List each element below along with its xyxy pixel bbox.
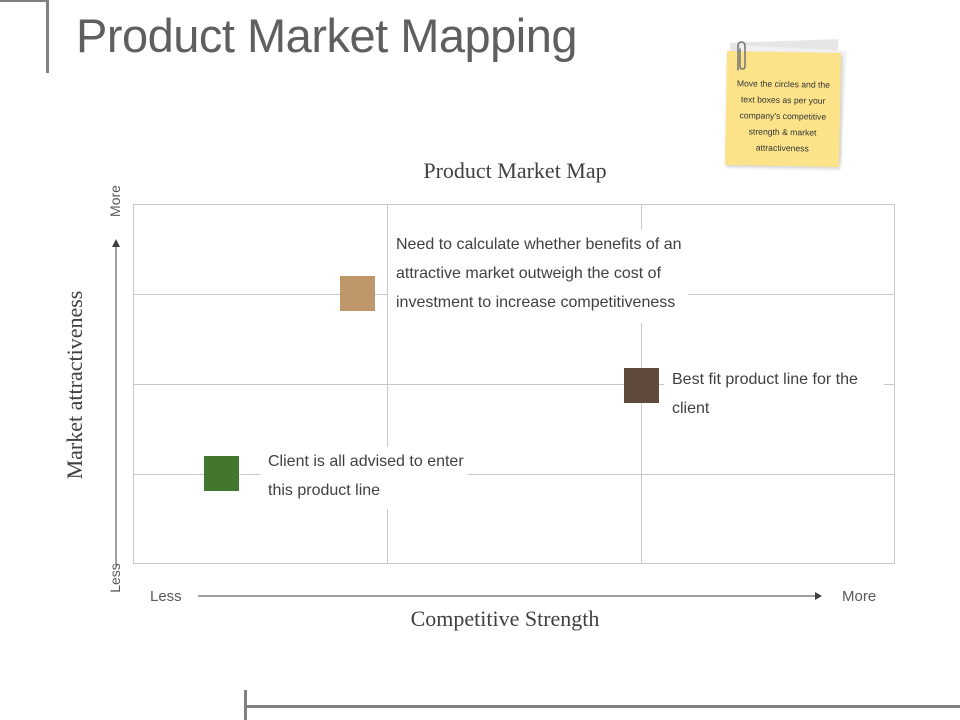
x-axis-less-label: Less bbox=[150, 588, 182, 605]
product-marker[interactable] bbox=[340, 276, 375, 311]
x-axis-title: Competitive Strength bbox=[410, 606, 600, 631]
item-text-box[interactable]: Client is all advised to enter this prod… bbox=[260, 447, 468, 509]
item-text: Client is all advised to enter this prod… bbox=[268, 453, 464, 499]
decorative-bottom-vertical-line bbox=[244, 690, 247, 720]
decorative-top-line bbox=[0, 0, 48, 2]
item-text: Best fit product line for the client bbox=[672, 371, 858, 417]
item-text-box[interactable]: Best fit product line for the client bbox=[664, 365, 884, 427]
item-text-box[interactable]: Need to calculate whether benefits of an… bbox=[388, 230, 688, 323]
grid-line bbox=[387, 204, 388, 564]
paperclip-icon bbox=[737, 41, 746, 71]
map-title: Product Market Map bbox=[423, 158, 607, 183]
x-axis-more-label: More bbox=[842, 588, 877, 605]
decorative-vertical-line bbox=[46, 0, 49, 73]
y-axis-arrow bbox=[112, 239, 120, 566]
x-axis-arrow bbox=[198, 592, 822, 600]
product-marker[interactable] bbox=[204, 456, 239, 491]
grid-line bbox=[133, 474, 895, 475]
item-text: Need to calculate whether benefits of an… bbox=[396, 236, 682, 311]
product-marker[interactable] bbox=[624, 368, 659, 403]
page-title: Product Market Mapping bbox=[76, 9, 578, 62]
grid-line bbox=[133, 384, 895, 385]
decorative-bottom-line bbox=[246, 705, 960, 708]
